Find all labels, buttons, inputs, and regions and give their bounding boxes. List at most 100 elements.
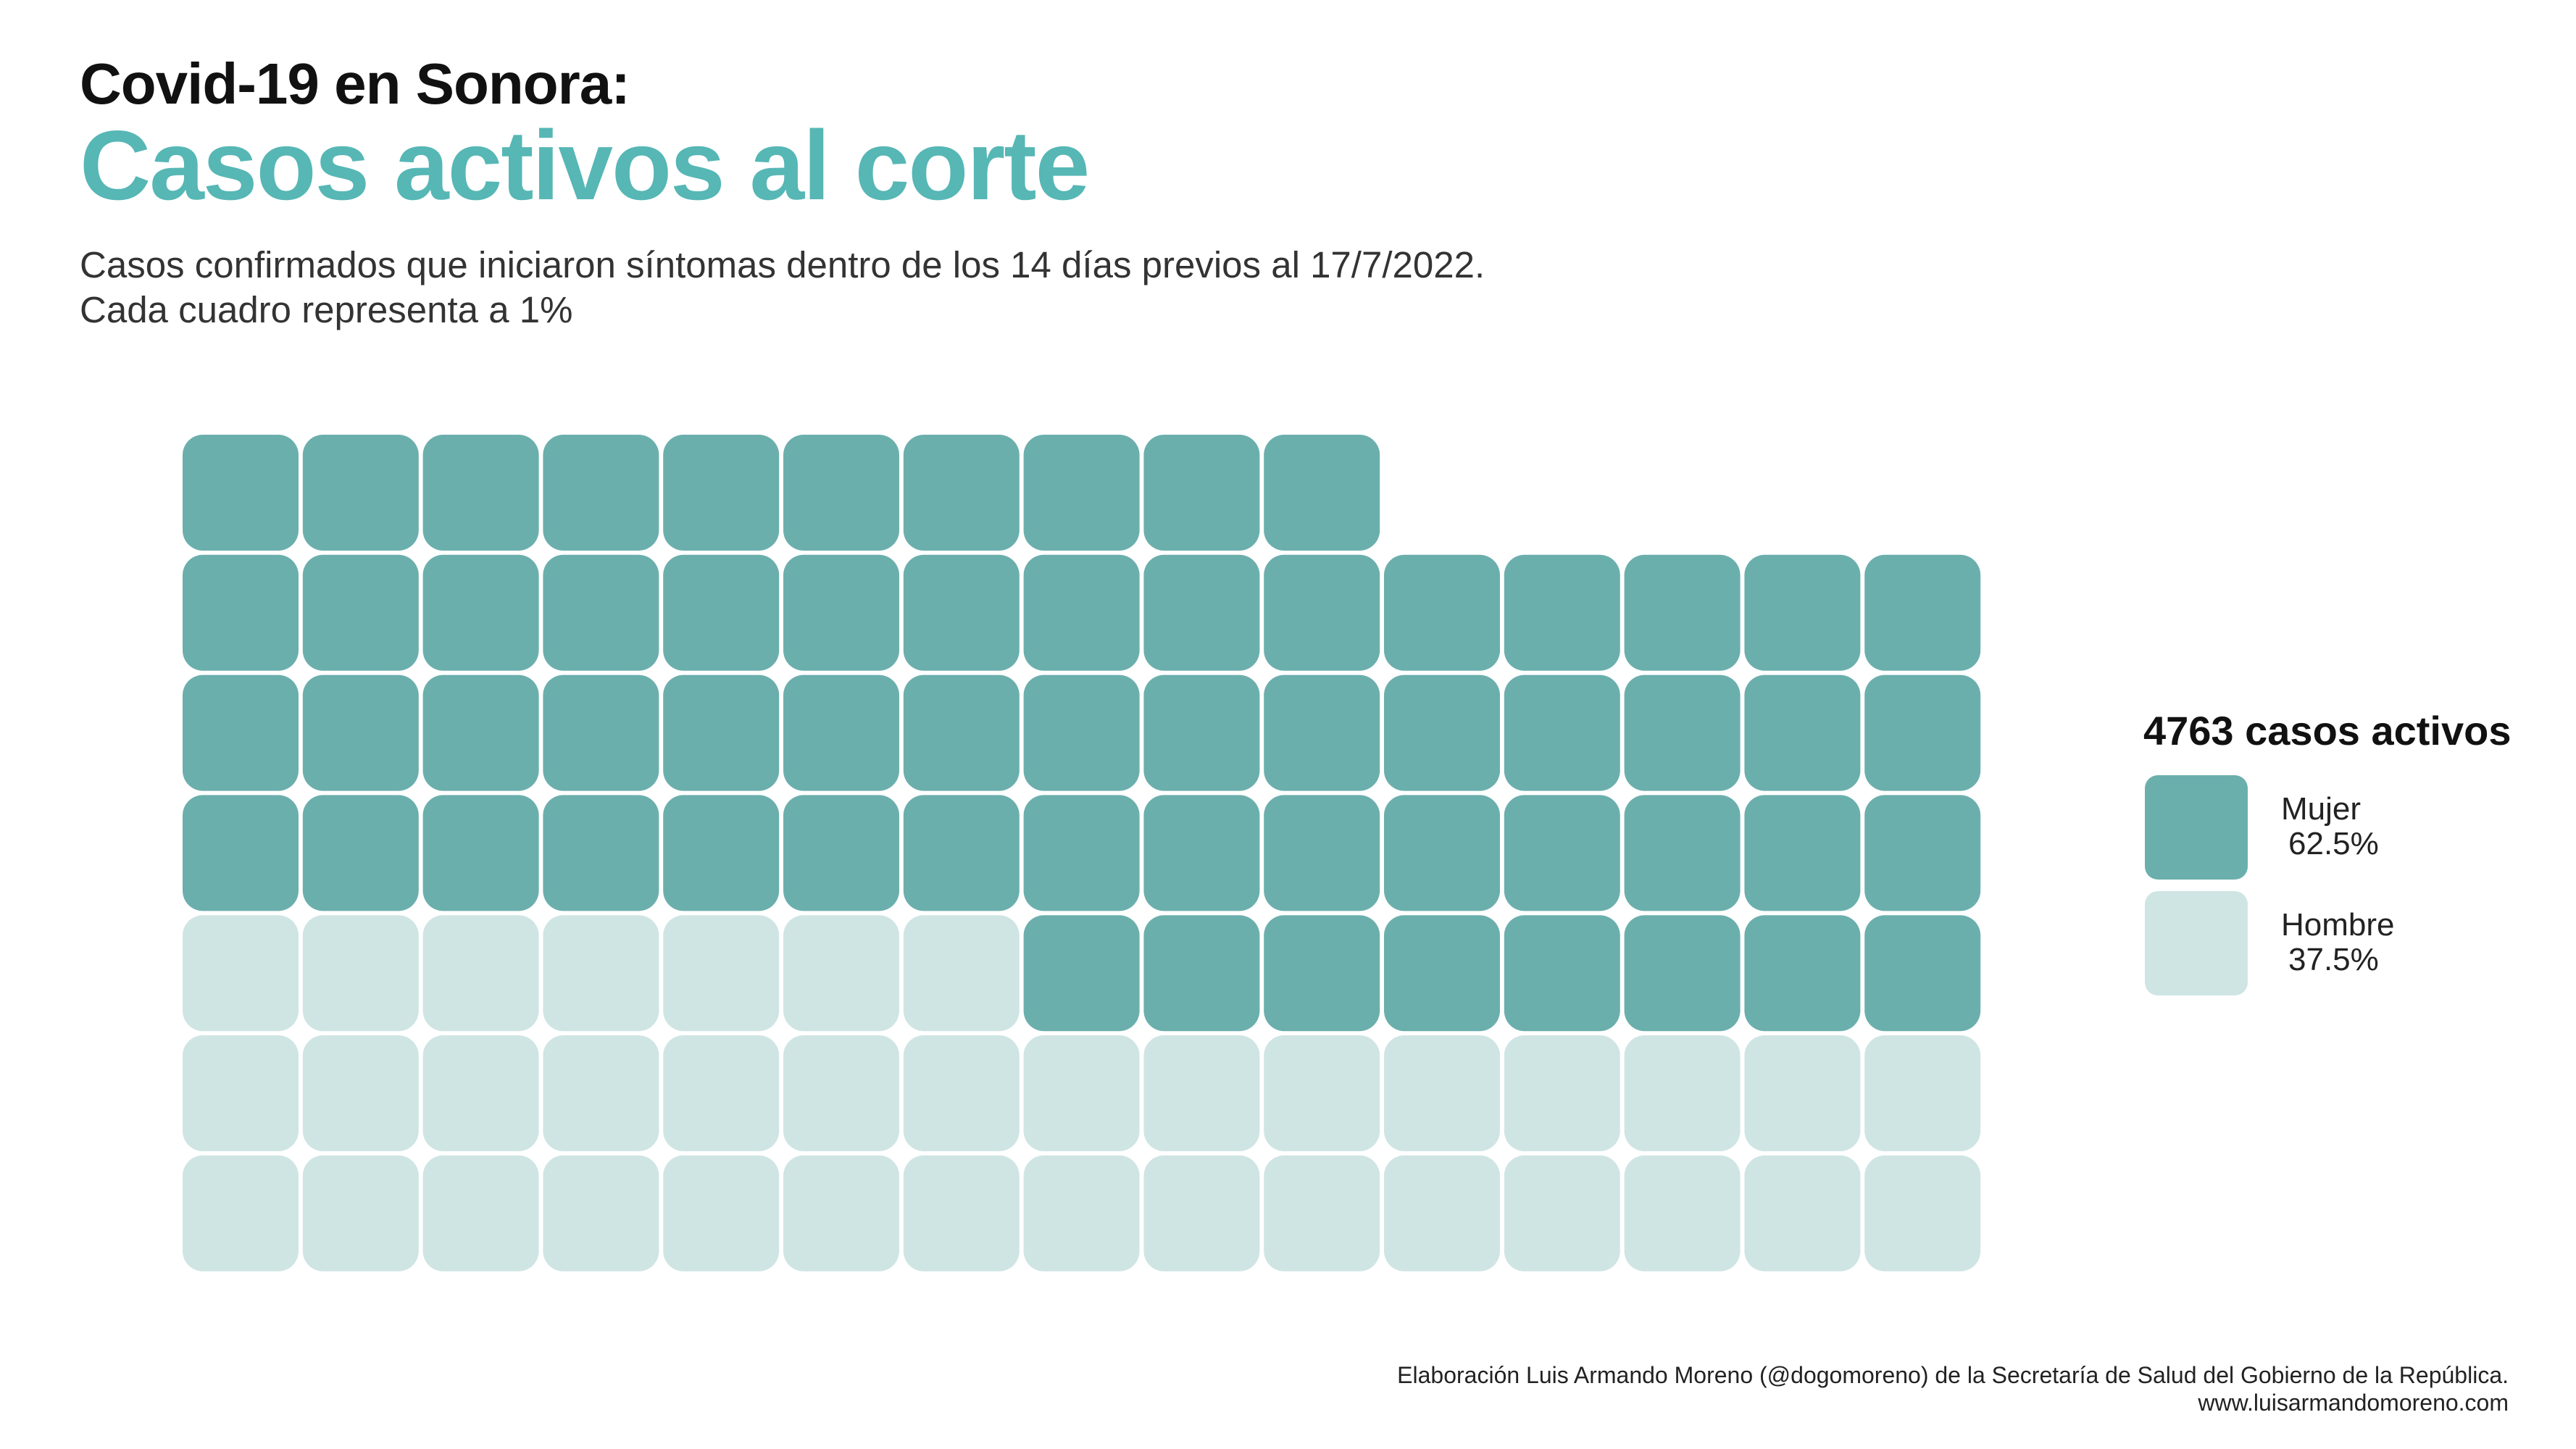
legend-swatch-hombre	[2145, 891, 2248, 995]
waffle-square-mujer	[1624, 915, 1741, 1032]
legend-swatch-mujer	[2145, 775, 2248, 880]
waffle-square-mujer	[302, 795, 419, 911]
waffle-square-mujer	[422, 435, 539, 551]
waffle-square-mujer	[783, 675, 899, 791]
waffle-square-mujer	[1864, 554, 1981, 671]
waffle-square-mujer	[1143, 435, 1260, 551]
waffle-square-hombre	[1744, 1155, 1861, 1271]
waffle-square-mujer	[1264, 675, 1380, 791]
waffle-square-mujer	[1744, 675, 1861, 791]
waffle-square-mujer	[1624, 795, 1741, 911]
waffle-square-hombre	[903, 1155, 1020, 1271]
waffle-square-hombre	[1023, 1155, 1140, 1271]
waffle-square-hombre	[1143, 1155, 1260, 1271]
waffle-square-hombre	[1744, 1035, 1861, 1151]
legend-percent-hombre: 37.5%	[2288, 942, 2379, 977]
waffle-square-hombre	[543, 1035, 659, 1151]
waffle-square-mujer	[1384, 795, 1500, 911]
waffle-square-mujer	[1143, 554, 1260, 671]
waffle-square-mujer	[903, 675, 1020, 791]
waffle-square-mujer	[1384, 554, 1500, 671]
waffle-square-hombre	[1864, 1035, 1981, 1151]
waffle-square-hombre	[663, 1035, 780, 1151]
waffle-square-mujer	[543, 554, 659, 671]
waffle-square-hombre	[1143, 1035, 1260, 1151]
legend-label-mujer: Mujer	[2281, 791, 2362, 827]
waffle-square-mujer	[1864, 795, 1981, 911]
waffle-square-mujer	[1143, 795, 1260, 911]
waffle-square-mujer	[1864, 915, 1981, 1032]
waffle-square-mujer	[1264, 554, 1380, 671]
waffle-square-mujer	[422, 554, 539, 671]
waffle-square-hombre	[1504, 1155, 1620, 1271]
legend-title: 4763 casos activos	[2143, 708, 2512, 753]
waffle-square-mujer	[663, 435, 780, 551]
waffle-square-hombre	[1864, 1155, 1981, 1271]
waffle-square-mujer	[783, 795, 899, 911]
waffle-square-mujer	[1504, 675, 1620, 791]
legend-label-hombre: Hombre	[2281, 907, 2395, 943]
waffle-square-mujer	[1023, 915, 1140, 1032]
waffle-square-mujer	[183, 675, 299, 791]
waffle-square-mujer	[903, 435, 1020, 551]
chart-unit-note: Cada cuadro representa a 1%	[80, 289, 573, 330]
chart-subtitle: Casos activos al corte	[80, 110, 1090, 220]
waffle-square-mujer	[1384, 915, 1500, 1032]
waffle-square-mujer	[1023, 675, 1140, 791]
footer-website: www.luisarmandomoreno.com	[2198, 1390, 2509, 1416]
waffle-square-mujer	[543, 795, 659, 911]
waffle-square-mujer	[543, 675, 659, 791]
waffle-square-mujer	[783, 554, 899, 671]
waffle-square-hombre	[1504, 1035, 1620, 1151]
footer-credit: Elaboración Luis Armando Moreno (@dogomo…	[1397, 1362, 2509, 1388]
waffle-square-mujer	[302, 554, 419, 671]
waffle-square-mujer	[1264, 795, 1380, 911]
waffle-square-hombre	[302, 1035, 419, 1151]
waffle-square-hombre	[1264, 1035, 1380, 1151]
waffle-square-mujer	[422, 675, 539, 791]
waffle-square-mujer	[1264, 915, 1380, 1032]
waffle-square-mujer	[1023, 795, 1140, 911]
waffle-square-hombre	[422, 1035, 539, 1151]
waffle-square-mujer	[783, 435, 899, 551]
waffle-square-mujer	[302, 675, 419, 791]
waffle-square-mujer	[1023, 435, 1140, 551]
waffle-square-hombre	[783, 1155, 899, 1271]
waffle-square-hombre	[422, 915, 539, 1032]
waffle-square-mujer	[663, 675, 780, 791]
waffle-square-hombre	[302, 1155, 419, 1271]
waffle-square-mujer	[1864, 675, 1981, 791]
waffle-square-hombre	[903, 1035, 1020, 1151]
waffle-square-hombre	[1264, 1155, 1380, 1271]
waffle-square-mujer	[1143, 915, 1260, 1032]
waffle-square-hombre	[663, 915, 780, 1032]
waffle-square-mujer	[1504, 554, 1620, 671]
waffle-square-hombre	[183, 1035, 299, 1151]
waffle-square-hombre	[1384, 1035, 1500, 1151]
waffle-square-hombre	[543, 1155, 659, 1271]
chart-description: Casos confirmados que iniciaron síntomas…	[80, 244, 1485, 285]
waffle-square-mujer	[183, 795, 299, 911]
waffle-square-mujer	[1504, 915, 1620, 1032]
waffle-square-mujer	[903, 795, 1020, 911]
waffle-square-mujer	[1384, 675, 1500, 791]
waffle-square-hombre	[1624, 1035, 1741, 1151]
waffle-square-mujer	[1744, 554, 1861, 671]
waffle-square-mujer	[1744, 795, 1861, 911]
waffle-square-hombre	[302, 915, 419, 1032]
waffle-square-mujer	[1504, 795, 1620, 911]
waffle-square-mujer	[903, 554, 1020, 671]
waffle-square-mujer	[1023, 554, 1140, 671]
waffle-square-hombre	[422, 1155, 539, 1271]
waffle-square-hombre	[903, 915, 1020, 1032]
waffle-square-hombre	[183, 915, 299, 1032]
legend-percent-mujer: 62.5%	[2288, 826, 2379, 861]
waffle-square-mujer	[1624, 675, 1741, 791]
waffle-square-hombre	[1023, 1035, 1140, 1151]
waffle-square-mujer	[543, 435, 659, 551]
waffle-square-mujer	[663, 795, 780, 911]
waffle-square-hombre	[783, 1035, 899, 1151]
waffle-square-hombre	[543, 915, 659, 1032]
waffle-square-mujer	[1143, 675, 1260, 791]
